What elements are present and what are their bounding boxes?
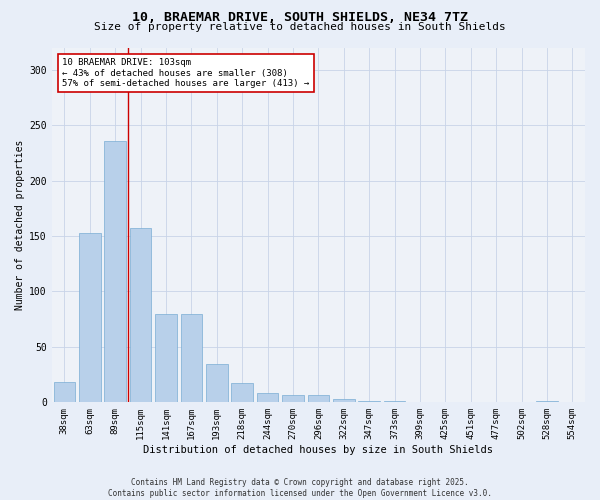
Bar (257, 394, 278, 402)
Bar (79, 232, 101, 402)
Text: 10 BRAEMAR DRIVE: 103sqm
← 43% of detached houses are smaller (308)
57% of semi-: 10 BRAEMAR DRIVE: 103sqm ← 43% of detach… (62, 58, 310, 88)
Text: Contains HM Land Registry data © Crown copyright and database right 2025.
Contai: Contains HM Land Registry data © Crown c… (108, 478, 492, 498)
Bar (53, 382, 75, 402)
Bar (384, 401, 406, 402)
X-axis label: Distribution of detached houses by size in South Shields: Distribution of detached houses by size … (143, 445, 493, 455)
Bar (358, 401, 380, 402)
Bar (536, 401, 557, 402)
Bar (104, 140, 126, 402)
Bar (206, 364, 227, 403)
Text: Size of property relative to detached houses in South Shields: Size of property relative to detached ho… (94, 22, 506, 32)
Bar (333, 399, 355, 402)
Bar (308, 394, 329, 402)
Bar (232, 384, 253, 402)
Y-axis label: Number of detached properties: Number of detached properties (15, 140, 25, 310)
Text: 10, BRAEMAR DRIVE, SOUTH SHIELDS, NE34 7TZ: 10, BRAEMAR DRIVE, SOUTH SHIELDS, NE34 7… (132, 11, 468, 24)
Bar (282, 394, 304, 402)
Bar (155, 314, 177, 402)
Bar (181, 314, 202, 402)
Bar (130, 228, 151, 402)
